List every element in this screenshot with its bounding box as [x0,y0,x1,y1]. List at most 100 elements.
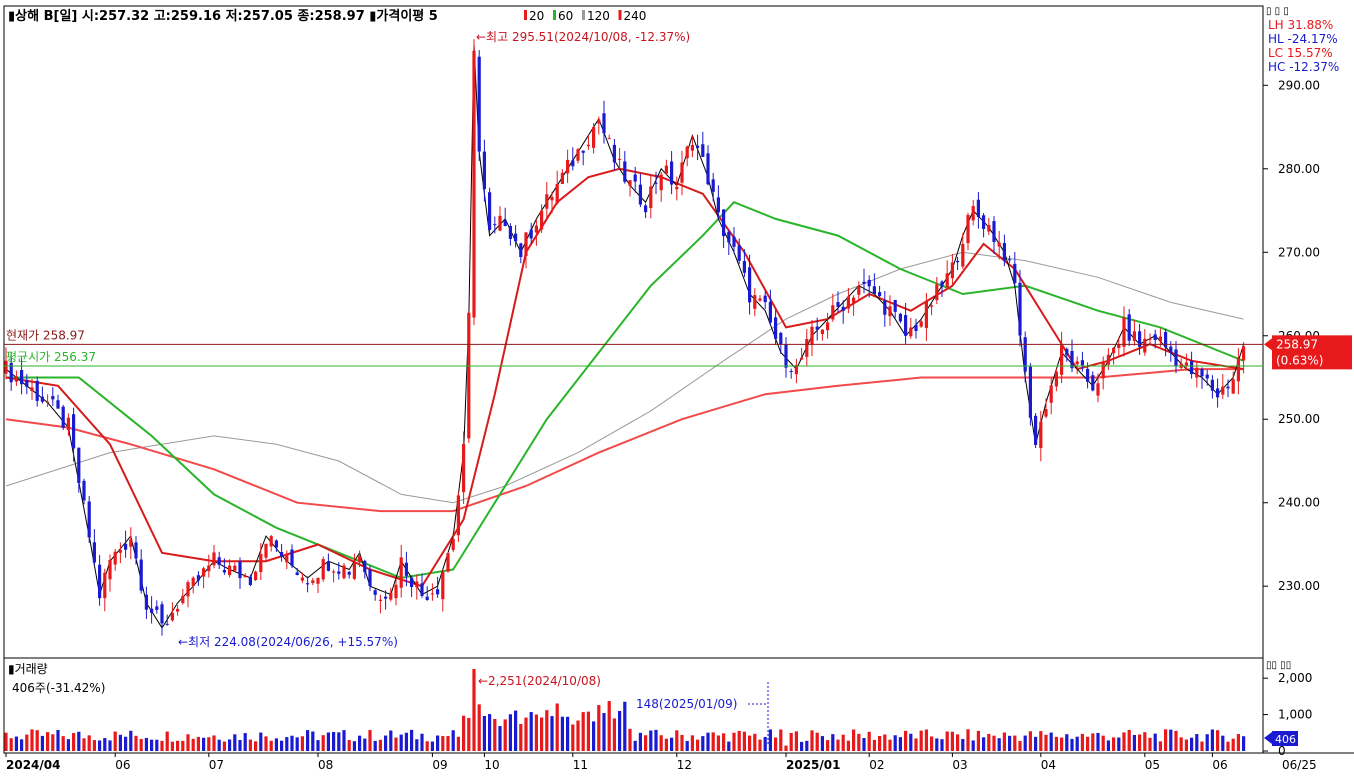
volume-bar [87,735,91,751]
candle-body [103,572,107,599]
x-tick-label: 10 [484,758,499,772]
volume-badge-arrow [1264,732,1272,744]
candle-body [508,226,512,239]
price-tick-label: 230.00 [1278,579,1320,593]
candle-body [1060,345,1064,375]
candle-body [165,623,169,625]
volume-bar [519,724,523,751]
chart-title: ▮상해 B[일] 시:257.32 고:259.16 저:257.05 종:25… [8,8,438,24]
volume-bar [961,739,965,751]
volume-bar [909,733,913,751]
candle-body [40,396,44,402]
ma60-line [6,201,1244,579]
current-price-badge-arrow [1264,338,1272,351]
volume-axis-ticks: 2,000 1,000 0 [1263,671,1312,758]
volume-bar [581,712,585,751]
candle-body [1210,379,1214,391]
volume-bar [144,737,148,751]
volume-bar [940,739,944,751]
volume-bar [77,731,81,751]
price-tick-label: 290.00 [1278,78,1320,92]
x-tick-label: 07 [209,758,224,772]
volume-panel-buttons[interactable]: ▯▯ ▯▯ [1266,660,1291,671]
volume-bar [415,739,419,751]
volume-bar [1008,735,1012,751]
candle-body [976,199,980,217]
volume-bar [462,715,466,751]
candle-body [878,292,882,297]
reference-price-label: 평균시가 256.37 [6,350,96,364]
candle-body [540,210,544,230]
volume-bar [607,701,611,751]
volume-bar [196,736,200,751]
candle-body [664,165,668,174]
candle-body [732,236,736,247]
volume-bar [1205,734,1209,751]
volume-bar [9,738,13,751]
volume-bar [467,717,471,751]
candle-body [862,281,866,284]
candle-body [602,113,606,134]
volume-bar [560,716,564,751]
candle-body [659,174,663,191]
volume-bar [1153,733,1157,751]
candle-body [124,543,128,550]
candle-body [477,56,481,152]
x-axis-labels: 2024/04 06 07 08 09 10 11 12 2025/01 02 03 04 05 06 [5,753,1228,772]
candle-body [321,559,325,580]
x-tick-label: 2024/04 [6,758,60,772]
candle-body [1028,366,1032,418]
volume-bar [1221,735,1225,751]
candle-body [1091,375,1095,391]
candle-body [982,215,986,229]
volume-bar [399,734,403,751]
candle-body [836,302,840,307]
candle-body [482,151,486,190]
volume-bar [815,732,819,751]
volume-bar [987,733,991,751]
volume-bar [472,669,476,751]
volume-bar [514,710,518,751]
candle-body [170,612,174,621]
candle-body [456,495,460,536]
candle-body [1086,368,1090,382]
volume-bar [451,730,455,751]
volume-bar [1236,734,1240,751]
candle-body [77,447,81,484]
volume-bar [446,735,450,751]
candle-body [1184,362,1188,366]
volume-bar [1148,737,1152,751]
volume-bar [706,732,710,751]
volume-bar [820,736,824,751]
volume-bar [436,735,440,751]
candle-body [92,542,96,563]
candle-body [685,146,689,159]
volume-bar [550,716,554,751]
candle-body [1164,331,1168,348]
candle-body [690,145,694,151]
candle-body [295,572,299,576]
current-price-badge-value: 258.97 [1276,337,1318,351]
volume-tick-label: 0 [1278,744,1286,758]
x-tick-label: 12 [677,758,692,772]
volume-bar [810,730,814,751]
candle-body [35,380,39,401]
panel-buttons[interactable]: ▯ ▯ ▯ [1266,6,1289,17]
candle-body [488,192,492,230]
candle-body [1242,346,1246,361]
volume-bar [259,732,263,751]
volume-bar [295,737,299,751]
volume-bar [337,732,341,751]
candle-body [1190,361,1194,375]
volume-bar [566,716,570,751]
candle-body [1122,317,1126,347]
volume-bar [836,739,840,751]
candle-body [950,262,954,279]
volume-bar [373,740,377,751]
volume-bar [602,713,606,751]
x-axis-end-label: 06/25 [1282,758,1317,772]
ma240-line [5,368,1244,513]
volume-bar [254,741,258,751]
volume-bar [597,705,601,751]
candle-body [571,160,575,167]
